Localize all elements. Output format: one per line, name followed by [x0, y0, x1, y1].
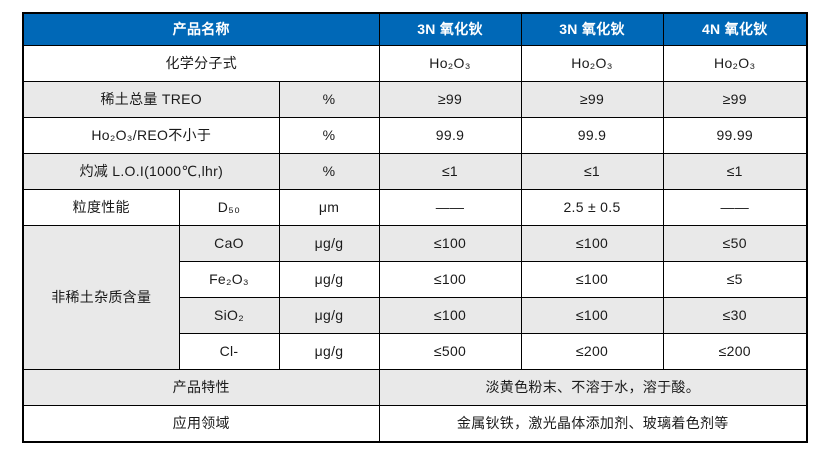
application-row-label: 应用领域 [22, 405, 380, 443]
impurity-value: ≤500 [378, 333, 522, 370]
product-spec-table: 产品名称 3N 氧化钬 3N 氧化钬 4N 氧化钬 化学分子式 Ho₂O₃ Ho… [22, 12, 808, 443]
column-header-product-3: 4N 氧化钬 [662, 12, 808, 46]
purity-row-label: Ho₂O₃/REO不小于 [22, 117, 280, 154]
impurity-value: ≤100 [378, 225, 522, 262]
impurity-unit: μg/g [278, 225, 380, 262]
purity-unit: % [278, 117, 380, 154]
particle-size-row: 粒度性能 D₅₀ μm —— 2.5 ± 0.5 —— [22, 189, 808, 226]
formula-value: Ho₂O₃ [378, 45, 522, 82]
impurity-row-cl: Cl- μg/g ≤500 ≤200 ≤200 [23, 333, 808, 370]
application-row: 应用领域 金属钬铁，激光晶体添加剂、玻璃着色剂等 [22, 405, 808, 443]
application-value: 金属钬铁，激光晶体添加剂、玻璃着色剂等 [378, 405, 808, 443]
treo-row-label: 稀土总量 TREO [22, 81, 280, 118]
particle-value: —— [662, 189, 808, 226]
column-header-product-1: 3N 氧化钬 [378, 12, 522, 46]
impurity-value: ≤100 [520, 297, 664, 334]
header-product-name-label: 产品名称 [22, 12, 380, 46]
loi-row-label: 灼减 L.O.I(1000℃,lhr) [22, 153, 280, 190]
loi-value: ≤1 [520, 153, 664, 190]
impurity-sublabel: CaO [178, 225, 280, 262]
treo-value: ≥99 [378, 81, 522, 118]
impurity-value: ≤200 [520, 333, 664, 370]
impurity-value: ≤100 [520, 261, 664, 298]
purity-value: 99.9 [378, 117, 522, 154]
impurity-unit: μg/g [278, 333, 380, 370]
formula-value: Ho₂O₃ [662, 45, 808, 82]
treo-value: ≥99 [662, 81, 808, 118]
impurity-sublabel: Fe₂O₃ [178, 261, 280, 298]
treo-unit: % [278, 81, 380, 118]
purity-row: Ho₂O₃/REO不小于 % 99.9 99.9 99.99 [22, 117, 808, 154]
impurity-unit: μg/g [278, 261, 380, 298]
impurity-row-fe2o3: Fe₂O₃ μg/g ≤100 ≤100 ≤5 [23, 261, 808, 298]
impurity-value: ≤200 [662, 333, 808, 370]
impurity-value: ≤100 [378, 297, 522, 334]
loi-value: ≤1 [662, 153, 808, 190]
particle-unit: μm [278, 189, 380, 226]
treo-row: 稀土总量 TREO % ≥99 ≥99 ≥99 [22, 81, 808, 118]
formula-row-label: 化学分子式 [22, 45, 380, 82]
purity-value: 99.9 [520, 117, 664, 154]
loi-unit: % [278, 153, 380, 190]
impurity-value: ≤5 [662, 261, 808, 298]
impurity-value: ≤100 [378, 261, 522, 298]
table-header-row: 产品名称 3N 氧化钬 3N 氧化钬 4N 氧化钬 [22, 12, 808, 46]
impurity-unit: μg/g [278, 297, 380, 334]
particle-value: —— [378, 189, 522, 226]
particle-value: 2.5 ± 0.5 [520, 189, 664, 226]
loi-value: ≤1 [378, 153, 522, 190]
formula-value: Ho₂O₃ [520, 45, 664, 82]
impurity-row-sio2: SiO₂ μg/g ≤100 ≤100 ≤30 [23, 297, 808, 334]
impurity-row-cao: 非稀土杂质含量 CaO μg/g ≤100 ≤100 ≤50 [22, 225, 808, 370]
features-row: 产品特性 淡黄色粉末、不溶于水，溶于酸。 [22, 369, 808, 406]
impurity-value: ≤50 [662, 225, 808, 262]
impurity-value: ≤100 [520, 225, 664, 262]
features-value: 淡黄色粉末、不溶于水，溶于酸。 [378, 369, 808, 406]
impurity-sublabel: SiO₂ [178, 297, 280, 334]
particle-row-label: 粒度性能 [22, 189, 180, 226]
column-header-product-2: 3N 氧化钬 [520, 12, 664, 46]
impurity-group-label: 非稀土杂质含量 [22, 225, 180, 370]
formula-row: 化学分子式 Ho₂O₃ Ho₂O₃ Ho₂O₃ [22, 45, 808, 82]
features-row-label: 产品特性 [22, 369, 380, 406]
treo-value: ≥99 [520, 81, 664, 118]
impurity-sublabel: Cl- [178, 333, 280, 370]
loi-row: 灼减 L.O.I(1000℃,lhr) % ≤1 ≤1 ≤1 [22, 153, 808, 190]
particle-d50-label: D₅₀ [178, 189, 280, 226]
purity-value: 99.99 [662, 117, 808, 154]
impurity-value: ≤30 [662, 297, 808, 334]
